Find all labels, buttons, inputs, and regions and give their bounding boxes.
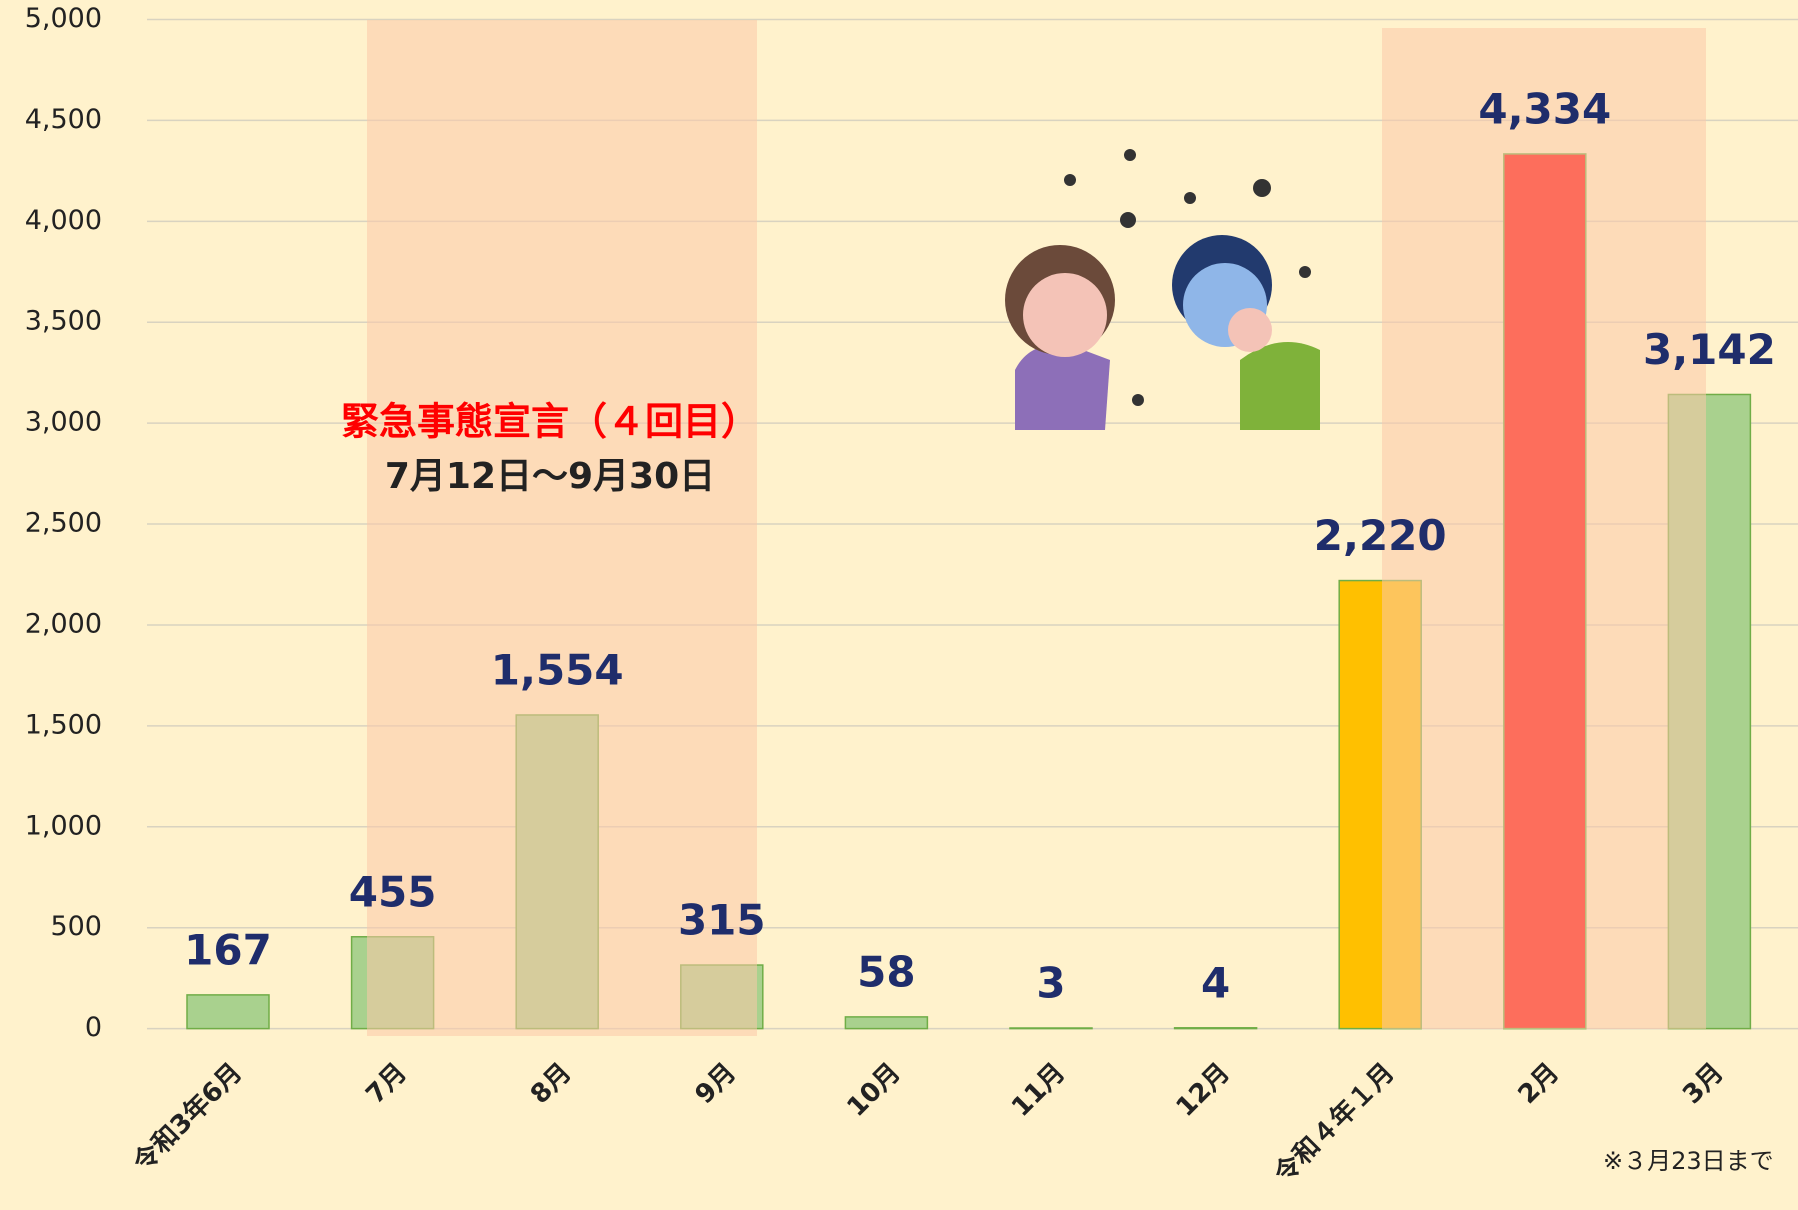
y-tick-label: 1,500 <box>25 709 102 740</box>
y-tick-label: 1,000 <box>25 810 102 841</box>
value-label: 58 <box>857 947 915 996</box>
bar <box>1010 1028 1092 1029</box>
value-label: 4 <box>1201 958 1230 1007</box>
y-tick-label: 4,500 <box>25 104 102 135</box>
annotation-title: 緊急事態宣言（４回目） <box>341 400 759 444</box>
value-label: 167 <box>184 925 272 974</box>
y-tick-label: 2,000 <box>25 608 102 639</box>
y-tick-label: 3,500 <box>25 306 102 337</box>
value-label: 1,554 <box>491 645 624 694</box>
y-tick-label: 0 <box>85 1012 102 1043</box>
bar <box>187 995 269 1029</box>
y-tick-label: 3,000 <box>25 407 102 438</box>
value-label: 2,220 <box>1314 511 1447 560</box>
y-tick-label: 4,000 <box>25 205 102 236</box>
footnote: ※３月23日まで <box>1603 1147 1774 1175</box>
value-label: 4,334 <box>1478 84 1611 133</box>
annotation-period: 7月12日～9月30日 <box>385 456 715 497</box>
bar <box>845 1017 927 1029</box>
y-tick-label: 2,500 <box>25 508 102 539</box>
value-label: 3 <box>1036 958 1065 1007</box>
y-tick-label: 5,000 <box>25 3 102 34</box>
value-label: 315 <box>678 896 766 945</box>
chart: 0 500 1,000 1,500 2,000 2,500 3,000 3,500 4,000 4… <box>0 0 1798 1210</box>
bar <box>1175 1028 1257 1029</box>
value-label: 3,142 <box>1643 325 1776 374</box>
y-tick-label: 500 <box>50 911 102 942</box>
value-label: 455 <box>349 867 437 916</box>
